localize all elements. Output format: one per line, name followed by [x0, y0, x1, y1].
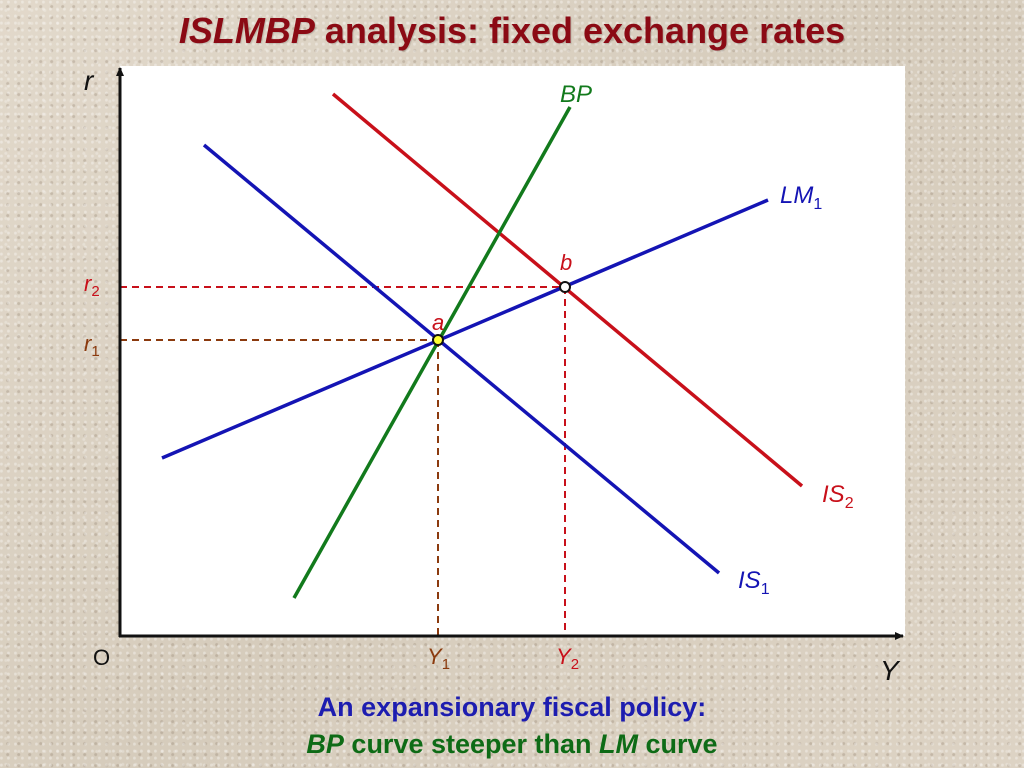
point-b-label: b	[560, 250, 572, 275]
r2-label-sub: 2	[91, 283, 99, 300]
y-axis-label: r	[84, 65, 95, 96]
is1-label: IS1	[738, 567, 770, 598]
point-a-label: a	[432, 310, 444, 335]
caption-line-1: An expansionary fiscal policy:	[317, 692, 707, 722]
y2-label-main: Y	[556, 644, 572, 669]
y1-label-main: Y	[427, 644, 443, 669]
point-b-marker	[559, 281, 571, 293]
y2-label: Y2	[556, 644, 579, 673]
point-a-marker	[432, 334, 444, 346]
is1-curve	[202, 143, 721, 575]
slide-title: ISLMBP analysis: fixed exchange rates	[0, 10, 1024, 52]
r2-label: r2	[84, 271, 100, 300]
plot-area	[120, 66, 905, 636]
is1-label-sub: 1	[761, 581, 770, 598]
is2-label-sub: 2	[845, 495, 854, 512]
y2-label-sub: 2	[571, 656, 579, 673]
is2-label: IS2	[822, 481, 854, 512]
bp-label: BP	[560, 81, 592, 108]
r1-label-main: r	[84, 331, 93, 356]
y1-label-sub: 1	[442, 656, 450, 673]
lm1-curve	[161, 198, 769, 460]
caption-end: curve	[638, 729, 718, 759]
lm1-label-main: LM	[780, 182, 813, 209]
lm1-label-sub: 1	[813, 196, 822, 213]
is2-label-main: IS	[822, 481, 845, 508]
title-italic: ISLMBP	[178, 10, 315, 51]
y1-label: Y1	[427, 644, 450, 673]
lm1-label: LM1	[780, 182, 822, 213]
caption-bp: BP	[306, 729, 344, 759]
caption-lm: LM	[599, 729, 639, 759]
caption-mid: curve steeper than	[343, 729, 600, 759]
is1-label-main: IS	[738, 567, 761, 594]
origin-label: O	[93, 645, 110, 670]
r2-label-main: r	[84, 271, 93, 296]
title-rest: analysis: fixed exchange rates	[314, 10, 846, 51]
x-axis-label: Y	[880, 655, 901, 686]
r1-label: r1	[84, 331, 100, 360]
bp-curve	[292, 106, 572, 599]
caption-line-2: BP curve steeper than LM curve	[0, 729, 1024, 760]
r1-label-sub: 1	[91, 343, 99, 360]
